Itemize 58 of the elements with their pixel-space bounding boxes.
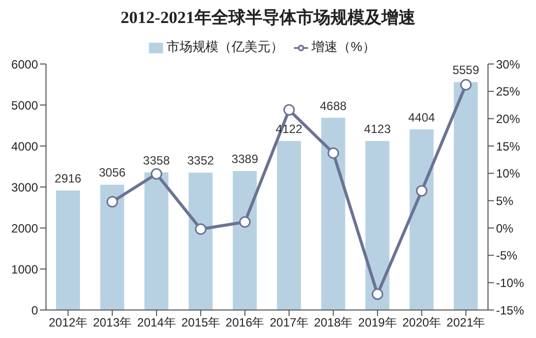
x-tick-label: 2012年 <box>48 316 88 330</box>
point <box>460 79 472 91</box>
data-label: 4688 <box>320 98 347 113</box>
point <box>328 147 340 159</box>
bar <box>365 140 390 310</box>
bar <box>188 172 213 310</box>
bar <box>232 171 257 310</box>
point <box>283 104 295 116</box>
data-label: 3358 <box>143 153 170 168</box>
data-label: 3056 <box>98 166 126 180</box>
data-label: 4404 <box>408 110 436 124</box>
y-tick-label: 1000 <box>11 262 38 276</box>
x-tick-label: 2017年 <box>270 316 308 330</box>
x-tick-label: 2013年 <box>92 316 132 330</box>
bar <box>56 190 80 310</box>
data-label: 3389 <box>231 152 258 166</box>
y-tick-label: 5000 <box>11 98 38 112</box>
data-label: 5559 <box>452 63 480 78</box>
legend-label: 市场规模（亿美元） <box>166 39 284 54</box>
point <box>150 168 162 180</box>
y2-tick-label: -5% <box>496 248 518 263</box>
legend-label: 增速（%） <box>312 39 376 54</box>
x-tick-label: 2020年 <box>402 316 442 330</box>
bar <box>100 184 124 310</box>
y-tick-label: 6000 <box>11 57 38 72</box>
point <box>372 288 384 300</box>
data-label: 3352 <box>187 154 214 168</box>
y-tick-label: 2000 <box>11 221 38 236</box>
point <box>239 216 251 228</box>
bar <box>144 172 168 310</box>
chart-title: 2012-2021年全球半导体市场规模及增速 <box>120 7 416 29</box>
x-tick-label: 2019年 <box>358 316 397 330</box>
point <box>416 185 428 197</box>
y2-tick-label: 5% <box>496 194 514 208</box>
y-tick-label: 3000 <box>11 180 38 194</box>
y2-tick-label: -10% <box>496 276 524 290</box>
x-tick-label: 2018年 <box>314 316 353 330</box>
y-tick-label: 0 <box>31 303 38 318</box>
data-label: 4123 <box>364 122 392 136</box>
x-tick-label: 2015年 <box>181 316 220 330</box>
x-tick-label: 2021年 <box>446 316 486 330</box>
data-label: 2916 <box>54 171 82 186</box>
point <box>106 196 118 208</box>
y2-tick-label: 15% <box>496 139 520 154</box>
point <box>194 223 206 235</box>
y2-tick-label: 30% <box>496 57 520 72</box>
bar <box>321 118 346 310</box>
bar <box>277 141 301 310</box>
y2-tick-label: 20% <box>496 112 520 126</box>
bar <box>410 129 434 310</box>
y2-tick-label: -15% <box>496 303 524 318</box>
y-tick-label: 4000 <box>11 139 38 154</box>
x-tick-label: 2014年 <box>137 316 176 330</box>
y2-tick-label: 25% <box>496 84 520 99</box>
x-tick-label: 2016年 <box>226 316 264 330</box>
y2-tick-label: 0% <box>496 221 514 236</box>
y2-tick-label: 10% <box>496 166 520 181</box>
bar <box>454 82 478 310</box>
